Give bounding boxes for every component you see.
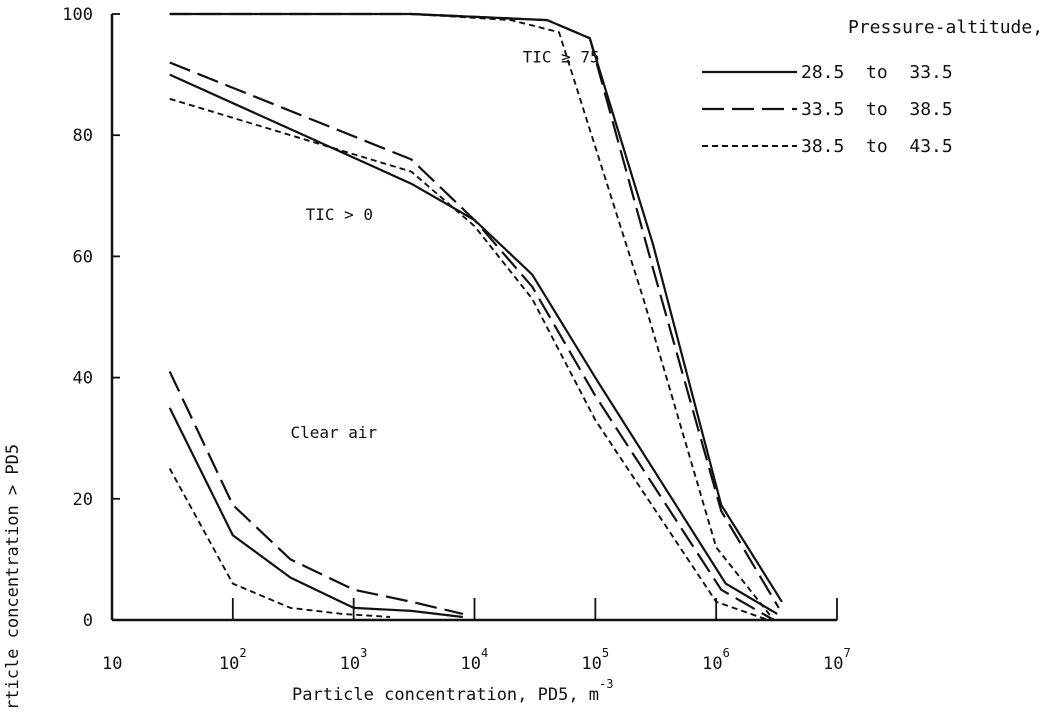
y-tick-label: 20 [73,490,93,510]
series-line-clear-air-solid [168,407,463,619]
x-axis-title-exponent: -3 [599,677,613,691]
series-line-tic-0-long-dash [169,61,775,621]
y-tick-label: 80 [73,126,93,146]
y-tick-label: 100 [62,5,93,25]
x-tick-label: 106 [702,646,730,674]
x-tick-label: 103 [340,646,368,674]
x-tick-label: 107 [823,646,851,674]
annotation-clear-air: Clear air [290,423,377,442]
legend: Pressure-altitude, kft 28.5 to 33.5 33.5 t… [702,17,1043,157]
legend-label: 38.5 to 43.5 [801,136,953,157]
series-line-clear-air-long-dash [168,371,464,615]
legend-label: 33.5 to 38.5 [801,99,953,120]
legend-title: Pressure-altitude, kft [848,17,1043,38]
y-tick-label: 0 [83,611,93,631]
y-tick-label: 40 [73,369,93,389]
x-tick-label: 105 [581,646,609,674]
annotation-tic-75: TIC ≥ 75 [523,47,600,66]
y-tick-label: 60 [73,247,93,267]
tick-labels: 10 102 103 104 105 106 107 0 20 40 60 80 100 [62,5,850,674]
axes [110,13,838,622]
series-line-tic-0-solid [169,73,778,615]
series-lines [168,12,783,621]
x-tick-label: 10 [102,654,122,674]
annotations: TIC ≥ 75 TIC > 0 Clear air [290,47,599,442]
series-line-tic-75-solid [169,12,783,603]
x-axis-title: Particle concentration, PD5, m-3 [292,677,614,705]
series-line-clear-air-short-dash [168,468,391,618]
annotation-tic-0: TIC > 0 [306,205,373,224]
series-line-tic-75-short-dash [169,13,775,621]
legend-label: 28.5 to 33.5 [801,62,953,83]
x-tick-label: 102 [219,646,247,674]
y-axis-title: rticle concentration > PD5 [3,444,23,710]
x-tick-label: 104 [461,646,489,674]
series-line-tic-75-long-dash [169,12,780,609]
